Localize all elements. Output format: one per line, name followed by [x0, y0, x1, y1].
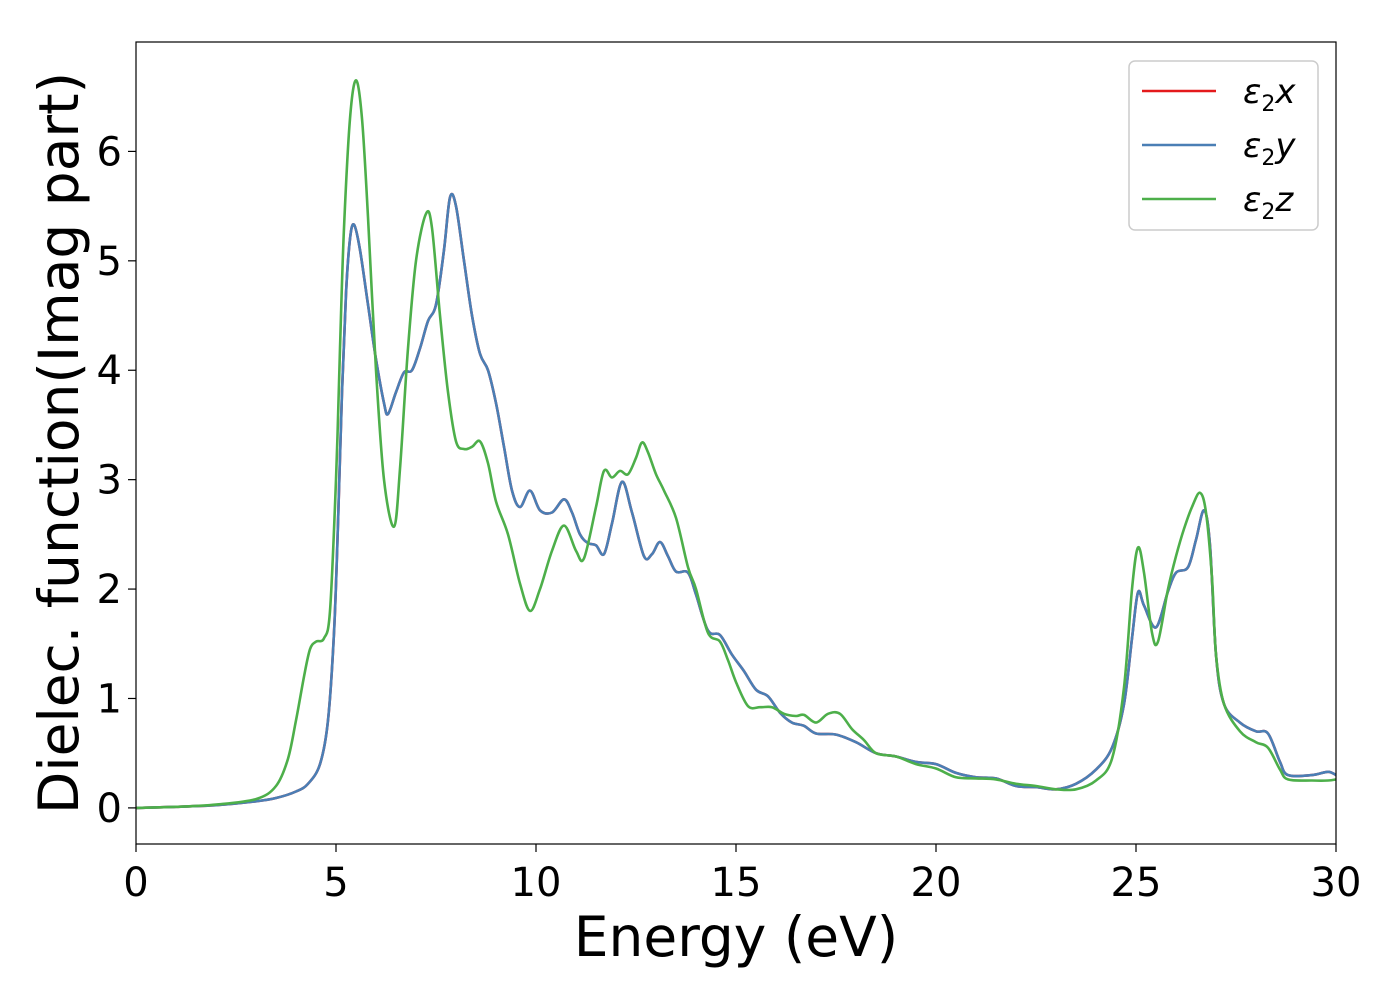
x-tick-label: 25	[1111, 860, 1162, 906]
series-line-z	[136, 79, 1336, 810]
y-tick-label: 0	[97, 786, 122, 832]
y-tick-label: 1	[97, 676, 122, 722]
y-tick-label: 6	[97, 129, 122, 175]
x-tick-label: 10	[511, 860, 562, 906]
legend-box	[1128, 60, 1319, 231]
y-tick-label: 5	[97, 239, 122, 285]
x-tick-label: 5	[323, 860, 348, 906]
x-axis-title: Energy (eV)	[574, 905, 898, 969]
series-line-y	[136, 192, 1336, 810]
x-axis: 0 5 10 15 20 25 30	[123, 844, 1361, 906]
x-tick-label: 20	[911, 860, 962, 906]
legend-label-z: ε2z	[1243, 180, 1294, 225]
y-tick-label: 2	[97, 567, 122, 613]
legend: ε2x ε2y ε2z	[1128, 60, 1319, 231]
x-tick-label: 30	[1311, 860, 1362, 906]
y-tick-label: 4	[97, 348, 122, 394]
legend-label-y: ε2y	[1243, 126, 1296, 171]
x-tick-label: 0	[123, 860, 148, 906]
y-axis: 0 1 2 3 4 5 6	[97, 129, 136, 832]
x-tick-label: 15	[711, 860, 762, 906]
y-tick-label: 3	[97, 458, 122, 504]
legend-label-x: ε2x	[1243, 72, 1296, 117]
series-layer	[136, 79, 1336, 810]
y-axis-title: Dielec. function(Imag part)	[27, 72, 91, 814]
